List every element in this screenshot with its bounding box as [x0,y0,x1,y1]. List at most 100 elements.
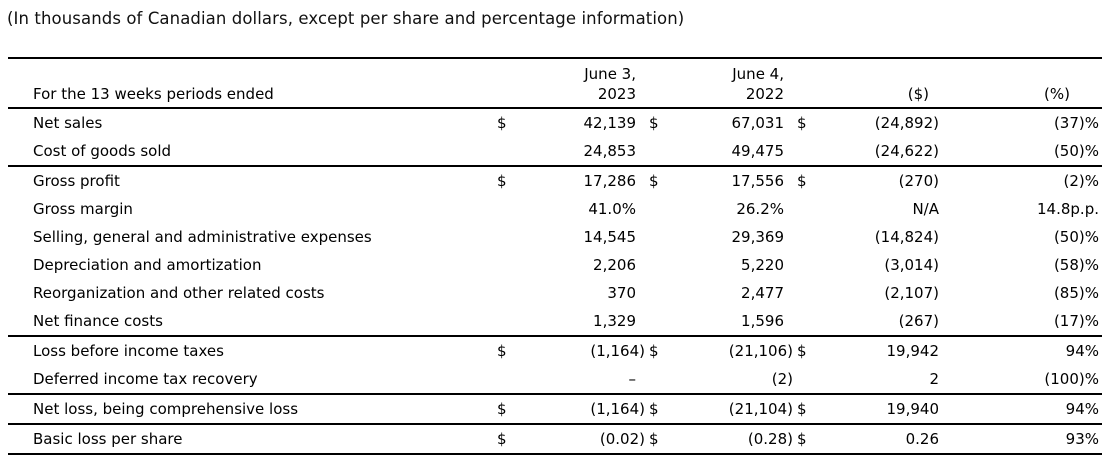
value-change-dollar: (267) [816,307,943,337]
currency-symbol-2023: $ [495,394,519,425]
currency-symbol-2023: $ [495,424,519,455]
value-change-percent: (37)% [1053,114,1099,132]
currency-symbol-change [794,137,816,167]
financial-results-table: For the 13 weeks periods ended June 3, 2… [8,57,1102,455]
currency-symbol-2023 [495,365,519,395]
value-change-percent: 94% [1065,342,1099,360]
header-col-change-percent: (%) [943,58,1102,109]
header-currency-spacer [495,58,519,109]
row-label: Deferred income tax recovery [8,365,495,395]
currency-symbol-2023: $ [497,114,507,132]
row-label: Basic loss per share [8,424,495,455]
value-2023: 14,545 [583,228,637,246]
currency-symbol-2022: $ [649,172,659,190]
header-date-line2: 2023 [597,84,636,103]
value-2022: (2) [668,365,794,395]
currency-symbol-2023 [495,223,519,251]
header-date-line2: 2022 [745,84,784,103]
value-2023: 17,286 [583,172,637,190]
currency-symbol-change [794,251,816,279]
table-row: Net finance costs 1,329 1,596 (267) (17)… [8,307,1102,337]
table-body: Net sales $ 42,139 $ 67,031 $ (24,892) (… [8,108,1102,455]
value-change-percent: (17)% [943,307,1102,337]
table-row: Loss before income taxes $ (1,164) $ (21… [8,336,1102,365]
value-change-percent: 14.8p.p. [1037,200,1099,218]
value-2022: (21,104) [668,394,794,425]
currency-symbol-change: $ [794,394,816,425]
table-row: Cost of goods sold 24,853 49,475 (24,622… [8,137,1102,167]
value-2022: 5,220 [741,256,784,274]
header-col-change-dollar: ($) [816,58,943,109]
table-row: Reorganization and other related costs 3… [8,279,1102,307]
currency-symbol-change [794,279,816,307]
currency-symbol-2023 [495,279,519,307]
currency-symbol-change [794,365,816,395]
currency-symbol-2023 [495,307,519,337]
header-col-june-3-2023: June 3, 2023 [519,58,646,109]
value-change-dollar: (2,107) [884,284,939,302]
value-2023: 1,329 [519,307,646,337]
table-header-row: For the 13 weeks periods ended June 3, 2… [8,58,1102,109]
currency-symbol-2023 [495,251,519,279]
currency-symbol-2022: $ [649,342,659,360]
currency-symbol-change: $ [797,114,807,132]
table-row: Net sales $ 42,139 $ 67,031 $ (24,892) (… [8,108,1102,137]
header-currency-spacer [794,58,816,109]
value-2022: 1,596 [668,307,794,337]
value-2022: (0.28) [668,424,794,455]
value-change-percent: (50)% [1053,228,1099,246]
value-change-percent: (50)% [943,137,1102,167]
row-label: Depreciation and amortization [33,256,262,274]
table-caption-note: (In thousands of Canadian dollars, excep… [7,9,685,28]
value-2022: 67,031 [731,114,785,132]
currency-symbol-2022: $ [646,424,668,455]
value-2023: 42,139 [583,114,637,132]
value-2022: (21,106) [728,342,793,360]
table-row: Gross margin 41.0% 26.2% N/A 14.8p.p. [8,195,1102,223]
value-2023: – [519,365,646,395]
value-change-dollar: (14,824) [874,228,939,246]
currency-symbol-2023 [495,137,519,167]
value-change-dollar: 19,942 [886,342,940,360]
currency-symbol-2023 [495,195,519,223]
value-2023: (1,164) [519,394,646,425]
currency-symbol-change: $ [797,172,807,190]
table-row: Selling, general and administrative expe… [8,223,1102,251]
row-label: Loss before income taxes [33,342,224,360]
currency-symbol-change: $ [797,342,807,360]
value-2022: 26.2% [736,200,784,218]
currency-symbol-2022 [646,195,668,223]
value-2022: 29,369 [731,228,785,246]
header-period-label: For the 13 weeks periods ended [8,58,495,109]
currency-symbol-2022 [646,279,668,307]
currency-symbol-2022: $ [646,394,668,425]
value-2023: 370 [607,284,636,302]
header-date-line1: June 4, [732,64,784,83]
table-row: Deferred income tax recovery – (2) 2 (10… [8,365,1102,395]
value-change-dollar: N/A [912,200,939,218]
row-label: Selling, general and administrative expe… [33,228,372,246]
currency-symbol-change: $ [794,424,816,455]
value-change-dollar: (3,014) [884,256,939,274]
table-row: Net loss, being comprehensive loss $ (1,… [8,394,1102,425]
row-label: Reorganization and other related costs [33,284,325,302]
currency-symbol-change [794,223,816,251]
header-currency-spacer [646,58,668,109]
value-change-dollar: (270) [898,172,939,190]
value-change-percent: 94% [943,394,1102,425]
table-row: Basic loss per share $ (0.02) $ (0.28) $… [8,424,1102,455]
row-label: Gross profit [33,172,120,190]
currency-symbol-change [794,307,816,337]
currency-symbol-change [794,195,816,223]
currency-symbol-2023: $ [497,342,507,360]
value-change-dollar: (24,622) [816,137,943,167]
currency-symbol-2022 [646,307,668,337]
value-2023: (1,164) [590,342,645,360]
currency-symbol-2022 [646,365,668,395]
row-label: Net sales [33,114,103,132]
header-col-june-4-2022: June 4, 2022 [668,58,794,109]
row-label: Net loss, being comprehensive loss [8,394,495,425]
value-2022: 17,556 [731,172,785,190]
table-row: Depreciation and amortization 2,206 5,22… [8,251,1102,279]
